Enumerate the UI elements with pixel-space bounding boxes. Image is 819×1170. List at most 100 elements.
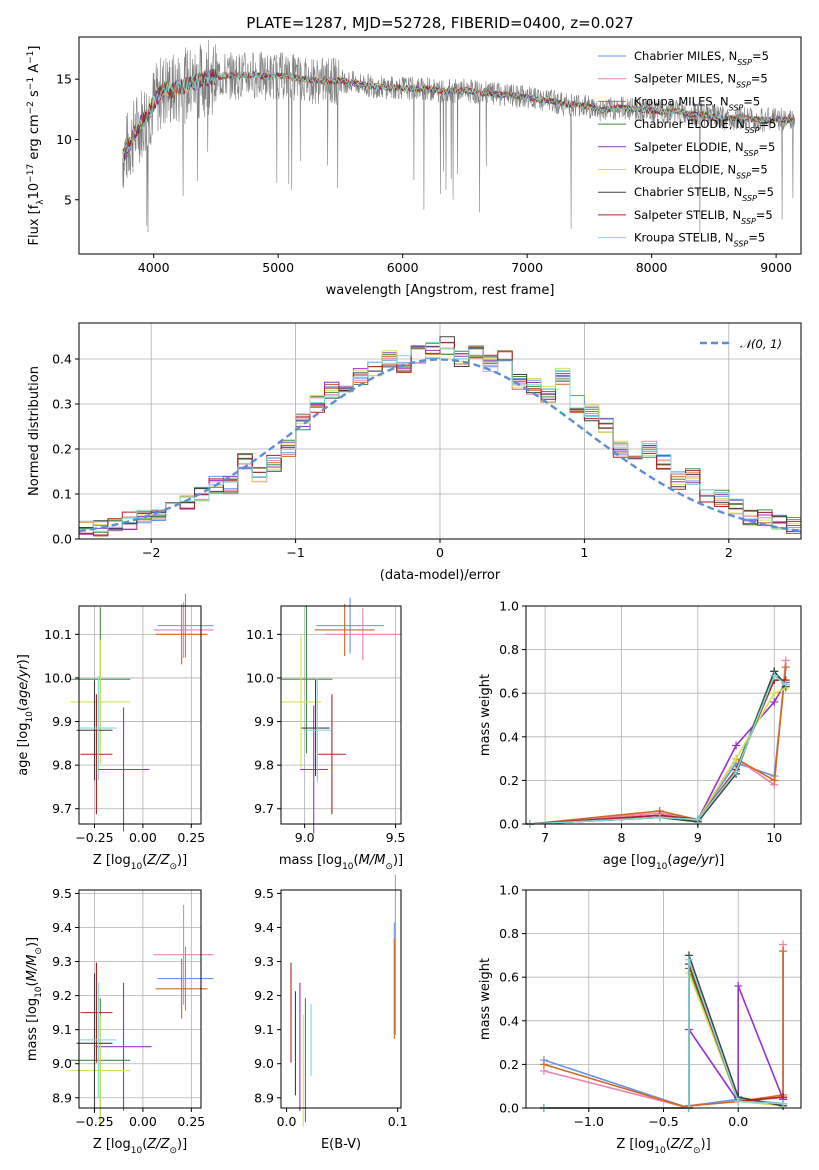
scatter-2-frame bbox=[78, 605, 202, 825]
x-axis-label: mass [log10(M/M⊙)] bbox=[279, 853, 403, 872]
y-tick-label: 9.1 bbox=[254, 1022, 274, 1037]
weight-marker bbox=[781, 680, 790, 689]
y-tick-label: 9.2 bbox=[52, 988, 72, 1003]
y-tick-label: 9.7 bbox=[254, 801, 274, 816]
y-tick-label: 0.8 bbox=[499, 926, 519, 941]
histogram-frame bbox=[78, 322, 802, 540]
legend-label: Salpeter MILES, NSSP=5 bbox=[634, 72, 768, 90]
x-axis-label: wavelength [Angstrom, rest frame] bbox=[326, 283, 555, 298]
weights-7-frame bbox=[525, 889, 802, 1109]
y-tick-label: 0.0 bbox=[499, 817, 519, 832]
legend-label: Chabrier STELIB, NSSP=5 bbox=[634, 185, 774, 203]
weight-marker bbox=[770, 689, 779, 698]
weight-line bbox=[529, 674, 787, 825]
x-axis-label: Z [log10(Z/Z⊙)] bbox=[93, 853, 187, 872]
weight-line bbox=[529, 679, 786, 825]
legend-label: 𝒩(0, 1) bbox=[740, 337, 782, 351]
spectrum-frame bbox=[78, 36, 802, 255]
y-tick-label: 0.2 bbox=[499, 1057, 519, 1072]
y-tick-label: 10.0 bbox=[246, 670, 274, 685]
x-axis-label: E(B-V) bbox=[321, 1137, 361, 1152]
x-tick-label: 1 bbox=[580, 545, 588, 560]
y-tick-label: 9.9 bbox=[52, 714, 72, 729]
x-tick-label: 9 bbox=[694, 830, 702, 845]
y-tick-label: 0.1 bbox=[52, 487, 72, 502]
x-axis-label: Z [log10(Z/Z⊙)] bbox=[93, 1137, 187, 1156]
weight-marker bbox=[734, 981, 743, 990]
y-tick-label: 0.0 bbox=[52, 532, 72, 547]
weight-marker bbox=[655, 813, 664, 822]
legend-label: Chabrier MILES, NSSP=5 bbox=[634, 49, 769, 67]
x-tick-label: 9.5 bbox=[386, 830, 406, 845]
histogram-step bbox=[78, 341, 801, 539]
legend-label: Kroupa MILES, NSSP=5 bbox=[634, 94, 760, 112]
x-tick-label: 7 bbox=[541, 830, 549, 845]
y-axis-label: mass weight bbox=[478, 958, 493, 1040]
x-tick-label: 0 bbox=[436, 545, 444, 560]
y-tick-label: 0.8 bbox=[499, 642, 519, 657]
y-tick-label: 9.0 bbox=[52, 1056, 72, 1071]
x-tick-label: 9000 bbox=[760, 260, 792, 275]
y-tick-label: 8.9 bbox=[52, 1090, 72, 1105]
y-tick-label: 9.5 bbox=[52, 886, 72, 901]
y-tick-label: 9.7 bbox=[52, 801, 72, 816]
y-tick-label: 9.5 bbox=[254, 886, 274, 901]
x-axis-label: Z [log10(Z/Z⊙)] bbox=[616, 1137, 710, 1156]
x-tick-label: 0.00 bbox=[129, 1114, 157, 1129]
x-tick-label: −1.0 bbox=[574, 1114, 604, 1129]
x-tick-label: 8000 bbox=[636, 260, 668, 275]
x-tick-label: 5000 bbox=[262, 260, 294, 275]
y-tick-label: 9.4 bbox=[254, 920, 274, 935]
weight-marker bbox=[693, 815, 702, 824]
scatter-6-frame bbox=[280, 889, 402, 1109]
y-tick-label: 0.6 bbox=[499, 686, 519, 701]
x-tick-label: 0.0 bbox=[277, 1114, 297, 1129]
y-tick-label: 9.8 bbox=[52, 758, 72, 773]
x-tick-label: 10 bbox=[766, 830, 782, 845]
spectrum-model-line bbox=[122, 71, 796, 156]
y-tick-label: 9.3 bbox=[254, 954, 274, 969]
x-tick-label: 8 bbox=[618, 830, 626, 845]
y-tick-label: 10.0 bbox=[44, 670, 72, 685]
y-tick-label: 9.0 bbox=[254, 1056, 274, 1071]
weight-marker bbox=[770, 697, 779, 706]
weight-marker bbox=[779, 947, 788, 956]
weight-marker bbox=[734, 1097, 743, 1106]
x-tick-label: 0.00 bbox=[129, 830, 157, 845]
y-axis-label: mass [log10(M/M⊙)] bbox=[25, 937, 44, 1061]
y-tick-label: 9.2 bbox=[254, 988, 274, 1003]
y-tick-label: 15 bbox=[56, 72, 72, 87]
y-axis-label: Flux [fλ10−17 erg cm−2 s−1 A−1] bbox=[26, 46, 46, 246]
x-tick-label: 7000 bbox=[511, 260, 543, 275]
y-tick-label: 1.0 bbox=[499, 883, 519, 898]
weights-4-frame bbox=[525, 605, 802, 825]
weight-line bbox=[529, 669, 787, 825]
x-tick-label: 6000 bbox=[387, 260, 419, 275]
y-tick-label: 0.4 bbox=[52, 352, 72, 367]
x-tick-label: 0.1 bbox=[388, 1114, 408, 1129]
legend-label: Kroupa STELIB, NSSP=5 bbox=[634, 231, 765, 249]
weight-marker bbox=[732, 754, 741, 763]
x-tick-label: −0.25 bbox=[75, 1114, 113, 1129]
weight-marker bbox=[770, 776, 779, 785]
legend-label: Salpeter STELIB, NSSP=5 bbox=[634, 208, 773, 226]
y-tick-label: 9.3 bbox=[52, 954, 72, 969]
x-tick-label: 4000 bbox=[138, 260, 170, 275]
y-tick-label: 1.0 bbox=[499, 599, 519, 614]
y-tick-label: 9.9 bbox=[254, 714, 274, 729]
x-axis-label: age [log10(age/yr)] bbox=[603, 853, 725, 872]
y-tick-label: 9.4 bbox=[52, 920, 72, 935]
x-tick-label: 9.0 bbox=[295, 830, 315, 845]
y-tick-label: 8.9 bbox=[254, 1090, 274, 1105]
legend-label: Chabrier ELODIE, NSSP=5 bbox=[634, 117, 776, 135]
weight-marker bbox=[539, 1060, 548, 1069]
y-tick-label: 10 bbox=[56, 132, 72, 147]
weight-line bbox=[529, 681, 787, 825]
y-tick-label: 0.4 bbox=[499, 1013, 519, 1028]
x-tick-label: −0.25 bbox=[75, 830, 113, 845]
weight-marker bbox=[732, 741, 741, 750]
y-tick-label: 0.3 bbox=[52, 397, 72, 412]
weight-marker bbox=[770, 671, 779, 680]
weight-marker bbox=[779, 1099, 788, 1108]
